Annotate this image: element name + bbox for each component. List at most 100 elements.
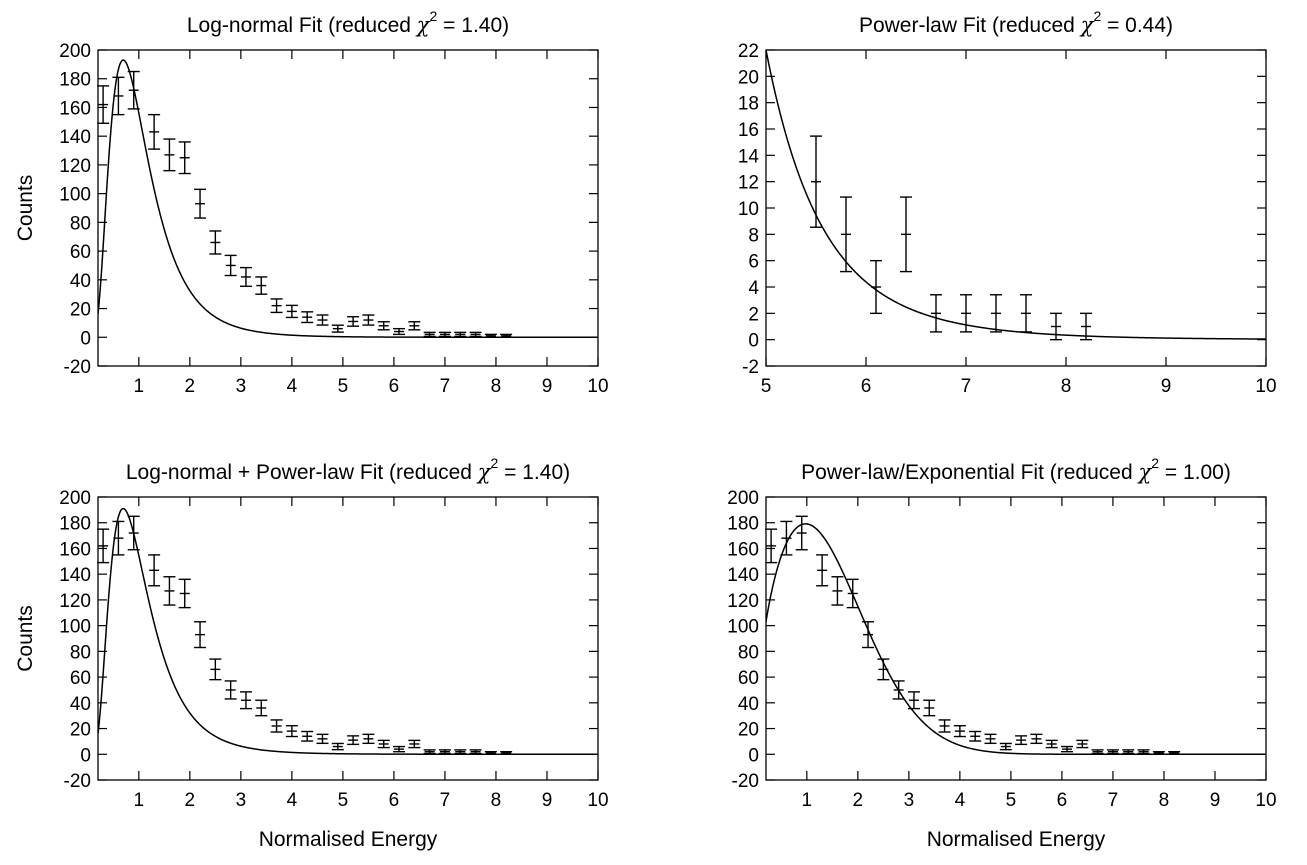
error-bar-point [148, 554, 161, 587]
error-bar-point [209, 230, 222, 255]
error-bar-point [1020, 294, 1032, 333]
error-bar-point [795, 515, 808, 551]
y-tick-label: -20 [64, 357, 91, 378]
y-tick-label: 10 [738, 199, 759, 220]
y-tick-label: 120 [59, 591, 91, 612]
error-bar-point [1091, 749, 1104, 755]
fit-curve [98, 507, 598, 756]
y-tick-label: 6 [748, 252, 759, 273]
error-bar-point [316, 733, 329, 745]
error-bar-point [255, 276, 268, 295]
error-bar-point [331, 324, 344, 333]
y-tick-label: 200 [59, 488, 91, 509]
error-bar-point [362, 314, 375, 326]
x-tick-label: 5 [338, 790, 349, 811]
y-tick-label: 180 [59, 70, 91, 91]
y-tick-label: 200 [727, 488, 759, 509]
x-tick-label: 1 [134, 790, 145, 811]
error-bar-point [97, 528, 110, 564]
y-tick-label: 140 [727, 565, 759, 586]
error-bar-point [960, 294, 972, 333]
error-bar-point [301, 730, 314, 742]
y-tick-label: 14 [738, 146, 760, 167]
error-bar-point [953, 725, 966, 738]
error-bar-point [194, 621, 207, 649]
x-tick-label: 1 [134, 376, 145, 397]
error-bar-point [362, 733, 375, 745]
y-tick-label: -2 [742, 357, 759, 378]
error-bar-point [316, 314, 329, 326]
x-tick-label: 2 [185, 376, 196, 397]
plot-frame [97, 49, 599, 367]
error-bar-point [408, 321, 421, 331]
x-tick-label: 10 [587, 376, 608, 397]
x-tick-label: 8 [491, 790, 502, 811]
error-bar-point [423, 749, 436, 755]
x-tick-label: 6 [1057, 790, 1068, 811]
y-tick-label: 180 [59, 514, 91, 535]
x-tick-label: 3 [236, 790, 247, 811]
x-tick-label: 1 [802, 790, 813, 811]
y-tick-label: 2 [748, 304, 759, 325]
x-tick-label: 5 [761, 376, 772, 397]
x-tick-label: 9 [542, 376, 553, 397]
y-tick-label: 4 [748, 278, 759, 299]
plot-frame [97, 496, 599, 781]
x-tick-label: 5 [1006, 790, 1017, 811]
error-bar-point [907, 691, 920, 710]
x-tick-label: 7 [961, 376, 972, 397]
error-bar-point [816, 554, 829, 587]
error-bar-point [127, 70, 140, 110]
y-tick-label: 80 [70, 213, 91, 234]
x-tick-label: 4 [287, 790, 298, 811]
x-tick-label: 2 [185, 790, 196, 811]
y-tick-label: 22 [738, 41, 759, 62]
error-bar-point [224, 680, 237, 700]
y-axis-label: Counts [14, 605, 37, 672]
x-tick-label: 7 [440, 790, 451, 811]
fit-curve [766, 523, 1266, 756]
y-tick-label: -20 [64, 771, 91, 792]
error-bar-point [846, 578, 859, 609]
error-bar-point [1076, 739, 1089, 749]
x-tick-label: 8 [1159, 790, 1170, 811]
error-bar-point [1106, 749, 1119, 755]
error-bar-point [270, 298, 283, 314]
plot-frame [765, 49, 1267, 367]
error-bar-point [469, 331, 482, 338]
y-tick-label: 160 [727, 539, 759, 560]
error-bar-point [239, 266, 252, 287]
x-tick-label: 10 [1255, 376, 1276, 397]
chart-panel-1: -20 0 20 40 60 80 100 120 140 160 180 200 1 2 3 4 5 6 7 8 9 1… [14, 8, 609, 397]
error-bar-point [163, 138, 176, 172]
error-bar-point [840, 196, 852, 273]
error-bar-point [484, 751, 497, 755]
error-bar-point [1080, 312, 1092, 341]
y-tick-label: 20 [738, 720, 759, 741]
x-tick-label: 3 [904, 790, 915, 811]
y-tick-label: 0 [80, 328, 91, 349]
y-tick-label: 8 [748, 225, 759, 246]
x-axis-label: Normalised Energy [259, 828, 438, 851]
x-tick-label: 9 [1210, 790, 1221, 811]
error-bar-point [810, 135, 822, 228]
x-tick-label: 9 [1161, 376, 1172, 397]
error-bar-point [1050, 312, 1062, 341]
chart-title: Power-law/Exponential Fit (reduced χ2 = … [801, 455, 1231, 484]
error-bar-point [938, 719, 951, 733]
y-tick-label: 40 [738, 694, 759, 715]
x-tick-label: 3 [236, 376, 247, 397]
y-tick-label: 16 [738, 120, 759, 141]
error-bar-point [500, 751, 513, 755]
y-tick-label: 18 [738, 94, 759, 115]
chart-title: Power-law Fit (reduced χ2 = 0.44) [859, 8, 1173, 37]
plot-frame [765, 496, 1267, 781]
error-bar-point [1137, 749, 1150, 755]
error-bar-point [1152, 751, 1165, 755]
error-bar-point [1045, 739, 1058, 749]
y-tick-label: 0 [748, 745, 759, 766]
x-tick-label: 9 [542, 790, 553, 811]
y-tick-label: 140 [59, 127, 91, 148]
chart-panel-2: -2 0 2 4 6 8 10 12 14 16 18 20 22 5 6 7 8 9 10 Power-law Fi… [738, 8, 1277, 397]
x-tick-label: 10 [1255, 790, 1276, 811]
